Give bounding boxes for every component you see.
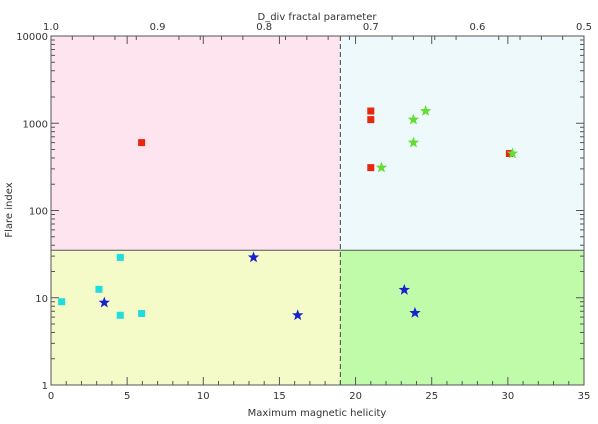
y-tick-label: 1000 — [23, 119, 48, 130]
threshold-lines — [51, 36, 584, 385]
data-point-star — [375, 161, 388, 173]
top-x-axis-title: D_div fractal parameter — [258, 12, 378, 23]
data-point-square — [95, 285, 103, 293]
data-point-square — [138, 309, 146, 317]
top-tick-label: 0.8 — [256, 22, 272, 33]
y-tick-label: 10 — [35, 294, 48, 305]
quadrant-3 — [51, 250, 341, 385]
data-point-square — [116, 311, 124, 319]
top-tick-label: 0.6 — [469, 22, 485, 33]
top-x-axis: 1.0 0.9 0.8 0.7 0.6 0.5 — [43, 22, 592, 40]
data-point-square — [367, 116, 375, 124]
x-tick-label: 5 — [124, 391, 130, 402]
data-point-star — [98, 296, 111, 308]
data-points — [58, 105, 519, 321]
top-tick-label: 1.0 — [43, 22, 59, 33]
data-point-star — [398, 283, 411, 295]
top-tick-label: 0.9 — [150, 22, 166, 33]
x-tick-label: 10 — [197, 391, 210, 402]
data-point-star — [292, 309, 304, 321]
quadrant-2 — [340, 36, 584, 251]
x-tick-label: 25 — [425, 391, 438, 402]
data-point-star — [407, 113, 420, 125]
data-point-star — [409, 306, 421, 318]
data-point-star — [506, 147, 519, 159]
x-tick-label: 30 — [501, 391, 514, 402]
top-tick-label: 0.5 — [576, 22, 592, 33]
bottom-x-axis: 0 5 10 15 20 25 30 35 — [48, 36, 591, 402]
data-point-square — [138, 139, 146, 147]
data-point-square — [116, 253, 124, 261]
y-tick-label: 10000 — [16, 32, 48, 43]
data-point-star — [419, 105, 432, 116]
data-point-square — [367, 107, 375, 115]
data-point-square — [367, 164, 375, 172]
x-tick-label: 20 — [349, 391, 362, 402]
quadrant-1 — [51, 36, 341, 251]
data-point-star — [247, 251, 260, 263]
y-tick-label: 1 — [42, 381, 48, 392]
y-axis-title: Flare index — [4, 182, 15, 237]
x-axis-title: Maximum magnetic helicity — [248, 408, 387, 419]
data-point-star — [407, 136, 420, 148]
data-point-square — [58, 298, 66, 306]
y-tick-label: 100 — [29, 207, 48, 218]
quadrant-4 — [340, 250, 584, 385]
x-tick-label: 0 — [48, 391, 54, 402]
y-axis: 1 10 100 1000 10000 — [16, 32, 584, 392]
x-tick-label: 35 — [578, 391, 591, 402]
top-tick-label: 0.7 — [363, 22, 379, 33]
quadrant-backgrounds — [51, 36, 584, 385]
x-tick-label: 15 — [273, 391, 286, 402]
